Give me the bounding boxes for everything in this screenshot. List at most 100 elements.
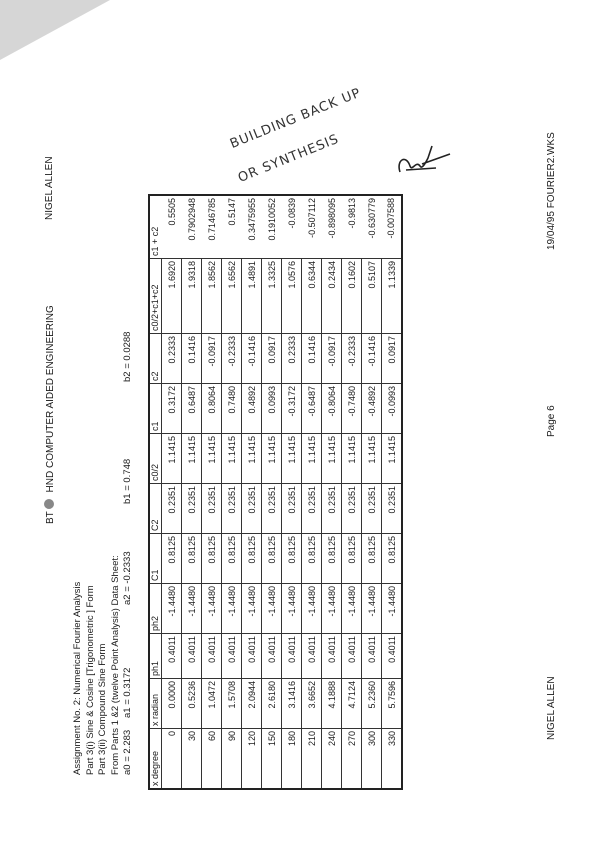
table-cell: 0.4011 [221,633,242,679]
table-cell: 1.1415 [261,433,282,484]
table-cell: 1.8562 [201,258,222,334]
page-number: Page 6 [546,405,557,437]
table-cell: 0.8125 [301,533,322,584]
table-cell: 330 [381,728,402,789]
table-cell: 0.3172 [161,383,182,434]
table-cell: -0.0917 [201,333,222,384]
table-cell: -1.4480 [181,583,202,634]
table-cell: 0.8125 [241,533,262,584]
scan-shadow [0,0,110,60]
table-cell: 0.0993 [261,383,282,434]
table-cell: -1.4480 [161,583,182,634]
table-cell: 0.4011 [241,633,262,679]
table-cell: -0.9813 [346,198,357,229]
table-cell: 5.2360 [361,678,382,729]
table-cell: -0.2333 [341,333,362,384]
table-cell: -1.4480 [201,583,222,634]
table-cell: 0.4011 [201,633,222,679]
table-cell: 1.1415 [341,433,362,484]
table-cell: 1.1415 [201,433,222,484]
assignment-title: Assignment No. 2: Numerical Fourier Anal… [72,582,110,775]
header-institution: BT [45,511,56,524]
table-cell: 0.1910052 [266,198,277,241]
table-cell: -0.4892 [361,383,382,434]
table-cell: 0.2351 [301,483,322,534]
table-cell: 0.2351 [181,483,202,534]
table-cell: 1.1415 [181,433,202,484]
table-cell: 300 [361,728,382,789]
table-header-row: x degree x radian ph1 ph2 C1 C2 c0/2 c1 c2 c0/2+c… [149,195,162,789]
table-cell: 0.7480 [221,383,242,434]
column-header: x degree [149,728,162,789]
table-cell: -0.0839 [286,198,297,229]
table-cell: -1.4480 [361,583,382,634]
column-header: c0/2+c1+c2 [149,258,162,334]
table-row: 120 2.0944 0.4011 -1.4480 0.8125 0.2351 1.1415… [241,195,262,789]
table-cell: -0.6487 [301,383,322,434]
table-cell: 0.2351 [321,483,342,534]
fourier-data-table: x degree x radian ph1 ph2 C1 C2 c0/2 c1 c2 c0/2+c… [148,194,403,790]
table-cell: -0.630779 [366,198,377,239]
table-cell: 0.4011 [301,633,322,679]
table-cell: 2.0944 [241,678,262,729]
table-cell: 0.4011 [281,633,302,679]
column-header: c0/2 [149,433,162,484]
table-cell: 0.2351 [241,483,262,534]
footer-filename: 19/04/95 FOURIER2.WKS [546,132,557,250]
param-a2: a2 = -0.2333 [122,551,133,605]
param-a0: a0 = 2.283 [122,729,133,775]
param-a1: a1 = 0.3172 [122,667,133,718]
table-cell: 0.8125 [221,533,242,584]
table-cell: 1.6920 [161,258,182,334]
table-cell: 0.1416 [301,333,322,384]
table-cell: 1.6562 [221,258,242,334]
table-cell: 0.8125 [181,533,202,584]
table-cell: 0.4011 [381,633,402,679]
table-cell: 0.4011 [341,633,362,679]
title-line: Assignment No. 2: Numerical Fourier Anal… [72,581,83,775]
table-cell: -1.4480 [281,583,302,634]
table-cell: 0.4011 [261,633,282,679]
table-cell: 1.0472 [201,678,222,729]
table-cell: 0.2351 [361,483,382,534]
table-cell: 1.3325 [261,258,282,334]
table-cell: 1.1339 [381,258,402,334]
table-cell: -0.2333 [221,333,242,384]
table-cell: -0.007588 [386,198,397,239]
table-cell: 1.1415 [361,433,382,484]
params-heading: From Parts 1 &2 (twelve Point Analysis) … [110,555,121,775]
table-cell: 0.4892 [241,383,262,434]
table-cell: -0.898095 [326,198,337,239]
table-cell: 0.2351 [161,483,182,534]
table-cell: -1.4480 [301,583,322,634]
table-cell: 5.7596 [381,678,402,729]
footer-author: NIGEL ALLEN [546,676,557,740]
table-cell: 0.2351 [381,483,402,534]
table-cell: 1.1415 [161,433,182,484]
table-row: 0 0.0000 0.4011 -1.4480 0.8125 0.2351 1.1415 0.… [161,195,182,789]
table-row: 210 3.6652 0.4011 -1.4480 0.8125 0.2351 1.1415… [301,195,322,789]
title-line: Part 3(i) Sine & Cosine [Trigonometric ]… [84,585,96,775]
table-cell: 0.2351 [261,483,282,534]
table-cell: 120 [241,728,262,789]
table-cell: 0.8125 [261,533,282,584]
table-cell: 1.1415 [301,433,322,484]
table-cell: -1.4480 [221,583,242,634]
column-header: c1 [149,383,162,434]
table-row: 180 3.1416 0.4011 -1.4480 0.8125 0.2351 1.1415… [281,195,302,789]
table-cell: -1.4480 [321,583,342,634]
table-cell: -0.8064 [321,383,342,434]
table-cell: -0.0993 [381,383,402,434]
table-cell: 0.8125 [321,533,342,584]
table-row: 60 1.0472 0.4011 -1.4480 0.8125 0.2351 1.1415 0… [201,195,222,789]
table-cell: 1.4891 [241,258,262,334]
table-cell: 0.8125 [281,533,302,584]
table-cell: 0.5147 [226,198,237,226]
table-cell: 0.8064 [201,383,222,434]
table-cell: -0.1416 [361,333,382,384]
table-cell: 240 [321,728,342,789]
title-line: Part 3(ii) Compound Sine Form [97,643,108,775]
table-cell: 1.1415 [221,433,242,484]
table-cell: -1.4480 [261,583,282,634]
